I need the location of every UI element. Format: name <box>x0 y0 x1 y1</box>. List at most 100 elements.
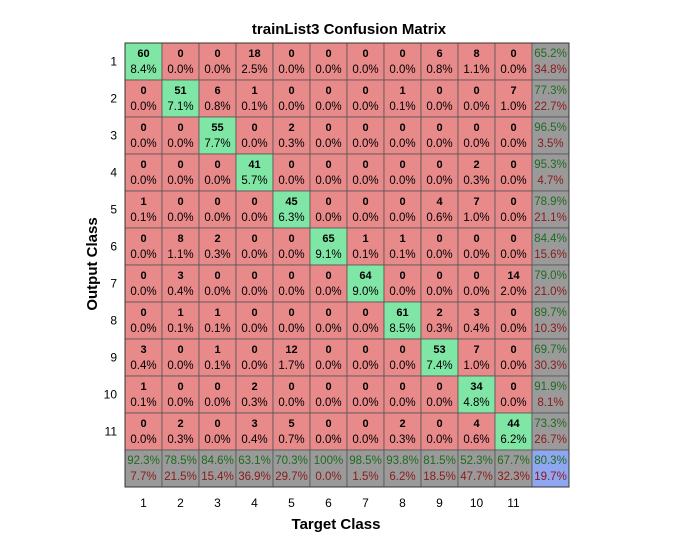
matrix-cell: 61 8.5% <box>383 301 422 340</box>
cell-count-label: 0 <box>214 196 220 208</box>
off-diagonal-cell-rect <box>420 79 459 118</box>
cell-count-label: 0 <box>362 418 368 430</box>
cell-count-label: 0 <box>510 233 516 245</box>
off-diagonal-cell-rect <box>272 116 311 155</box>
col-summary-error: 1.5% <box>352 471 378 483</box>
cell-percent-label: 0.0% <box>463 138 489 150</box>
cell-count-label: 55 <box>211 122 223 134</box>
col-summary-correct: 92.3% <box>127 455 160 467</box>
cell-percent-label: 5.7% <box>241 175 267 187</box>
cell-count-label: 0 <box>436 122 442 134</box>
cell-percent-label: 0.0% <box>389 397 415 409</box>
matrix-cell: 0 0.0% <box>272 227 311 266</box>
off-diagonal-cell-rect <box>161 301 200 340</box>
cell-percent-label: 1.0% <box>463 360 489 372</box>
cell-percent-label: 0.4% <box>167 286 193 298</box>
cell-percent-label: 0.0% <box>241 212 267 224</box>
matrix-cell: 0 0.0% <box>309 301 348 340</box>
off-diagonal-cell-rect <box>235 375 274 414</box>
matrix-cell: 0 0.0% <box>309 42 348 81</box>
overall-summary-cell: 80.3% 19.7% <box>531 449 570 488</box>
col-summary-rect <box>309 449 348 488</box>
row-summary-error: 21.0% <box>534 286 567 298</box>
cell-count-label: 0 <box>325 270 331 282</box>
cell-percent-label: 0.4% <box>463 323 489 335</box>
matrix-cell: 0 0.0% <box>420 116 459 155</box>
cell-count-label: 0 <box>325 159 331 171</box>
cell-count-label: 2 <box>251 381 257 393</box>
cell-count-label: 0 <box>140 233 146 245</box>
matrix-cell: 0 0.0% <box>309 264 348 303</box>
cell-count-label: 0 <box>325 85 331 97</box>
cell-count-label: 3 <box>140 344 146 356</box>
off-diagonal-cell-rect <box>346 301 385 340</box>
matrix-cell: 0 0.0% <box>161 338 200 377</box>
y-tick-label: 2 <box>110 92 117 106</box>
row-summary-cell: 69.7% 30.3% <box>531 338 570 377</box>
cell-count-label: 6 <box>214 85 220 97</box>
cell-count-label: 0 <box>140 159 146 171</box>
cell-count-label: 12 <box>285 344 297 356</box>
cell-count-label: 3 <box>251 418 257 430</box>
matrix-cell: 0 0.0% <box>309 79 348 118</box>
cell-percent-label: 0.0% <box>204 286 230 298</box>
off-diagonal-cell-rect <box>309 264 348 303</box>
off-diagonal-cell-rect <box>346 116 385 155</box>
matrix-cell: 0 0.0% <box>272 153 311 192</box>
cell-count-label: 0 <box>473 85 479 97</box>
matrix-cell: 0 0.0% <box>494 116 533 155</box>
cell-count-label: 4 <box>473 418 480 430</box>
cell-percent-label: 0.0% <box>500 360 526 372</box>
y-tick-label: 10 <box>104 388 118 402</box>
cell-percent-label: 1.0% <box>463 212 489 224</box>
diagonal-cell-rect <box>309 227 348 266</box>
cell-percent-label: 0.0% <box>204 64 230 76</box>
cell-percent-label: 0.1% <box>204 360 230 372</box>
cell-count-label: 0 <box>436 233 442 245</box>
off-diagonal-cell-rect <box>457 190 496 229</box>
cell-count-label: 0 <box>325 122 331 134</box>
cell-percent-label: 0.0% <box>352 175 378 187</box>
cell-percent-label: 0.0% <box>278 101 304 113</box>
cell-percent-label: 0.0% <box>167 175 193 187</box>
matrix-cell: 0 0.0% <box>124 116 163 155</box>
off-diagonal-cell-rect <box>272 79 311 118</box>
row-summary-error: 22.7% <box>534 101 567 113</box>
matrix-cell: 3 0.4% <box>235 412 274 451</box>
col-summary-cell: 84.6% 15.4% <box>198 449 237 488</box>
off-diagonal-cell-rect <box>494 79 533 118</box>
col-summary-correct: 52.3% <box>460 455 493 467</box>
matrix-cell: 1 0.1% <box>198 301 237 340</box>
matrix-cell: 0 0.0% <box>383 375 422 414</box>
cell-percent-label: 6.2% <box>500 434 526 446</box>
diagonal-cell-rect <box>235 153 274 192</box>
cell-count-label: 0 <box>362 307 368 319</box>
matrix-cell: 0 0.0% <box>383 116 422 155</box>
matrix-cell: 5 0.7% <box>272 412 311 451</box>
off-diagonal-cell-rect <box>383 42 422 81</box>
cell-percent-label: 0.0% <box>463 249 489 261</box>
cell-count-label: 0 <box>140 307 146 319</box>
cell-count-label: 0 <box>177 48 183 60</box>
cell-percent-label: 0.0% <box>204 175 230 187</box>
matrix-cell: 2 0.3% <box>457 153 496 192</box>
cell-percent-label: 0.6% <box>426 212 452 224</box>
matrix-cell: 0 0.0% <box>309 338 348 377</box>
row-summary-cell: 96.5% 3.5% <box>531 116 570 155</box>
cell-count-label: 3 <box>473 307 479 319</box>
matrix-cell: 64 9.0% <box>346 264 385 303</box>
cell-percent-label: 0.0% <box>130 101 156 113</box>
cell-percent-label: 1.1% <box>463 64 489 76</box>
cell-count-label: 0 <box>288 85 294 97</box>
row-summary-error: 30.3% <box>534 360 567 372</box>
cell-percent-label: 0.1% <box>352 249 378 261</box>
cell-percent-label: 0.0% <box>389 64 415 76</box>
x-tick-label: 10 <box>470 496 484 510</box>
cell-count-label: 0 <box>177 344 183 356</box>
off-diagonal-cell-rect <box>124 116 163 155</box>
cell-count-label: 0 <box>214 159 220 171</box>
cell-count-label: 0 <box>251 270 257 282</box>
off-diagonal-cell-rect <box>457 79 496 118</box>
matrix-cell: 0 0.0% <box>457 116 496 155</box>
cell-count-label: 8 <box>473 48 479 60</box>
